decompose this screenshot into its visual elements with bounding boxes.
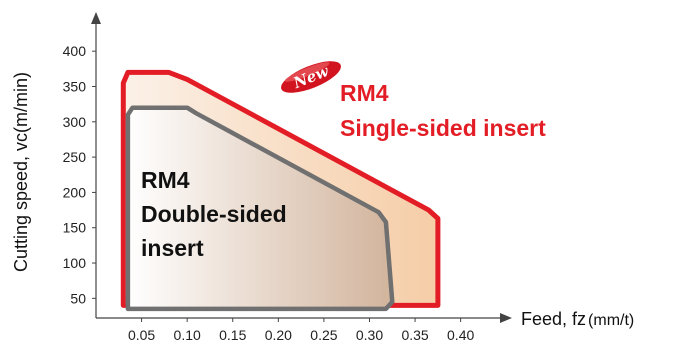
x-axis-title-main: Feed, fz [521, 309, 586, 329]
x-tick-label: 0.35 [401, 327, 428, 343]
new-badge: New [281, 61, 341, 93]
y-tick-label: 200 [63, 184, 87, 200]
y-tick-label: 350 [63, 78, 87, 94]
regions [120, 69, 441, 312]
x-axis-arrow-icon [500, 313, 512, 323]
double-sided-label-line2: Double-sided [141, 201, 287, 227]
double-sided-label: RM4 Double-sided insert [141, 167, 293, 261]
x-tick-label: 0.15 [219, 327, 246, 343]
axes [91, 12, 512, 323]
y-tick-labels: 50 100 150 200 250 300 350 400 [63, 43, 96, 306]
x-tick-labels: 0.05 0.10 0.15 0.20 0.25 0.30 0.35 0.40 [128, 318, 474, 343]
x-tick-label: 0.05 [128, 327, 155, 343]
single-sided-label-line2: Single-sided insert [340, 115, 546, 141]
double-sided-region [125, 105, 395, 312]
x-tick-label: 0.40 [447, 327, 474, 343]
y-tick-label: 150 [63, 220, 87, 236]
y-tick-label: 400 [63, 43, 87, 59]
x-axis-title-unit: (mm/t) [588, 312, 634, 329]
single-sided-label: RM4 Single-sided insert [340, 80, 546, 141]
single-sided-label-line1: RM4 [340, 80, 389, 106]
y-tick-label: 250 [63, 149, 87, 165]
x-tick-label: 0.20 [265, 327, 292, 343]
y-tick-label: 300 [63, 114, 87, 130]
new-badge-highlight [284, 62, 330, 82]
y-tick-label: 50 [70, 290, 86, 306]
new-badge-shape [281, 61, 341, 93]
double-sided-label-line3: insert [141, 235, 204, 261]
y-axis-arrow-icon [91, 12, 101, 24]
x-tick-label: 0.10 [174, 327, 201, 343]
double-sided-label-line1: RM4 [141, 167, 190, 193]
y-axis-title: Cutting speed, vc(m/min) [11, 72, 31, 272]
x-tick-label: 0.30 [356, 327, 383, 343]
x-tick-label: 0.25 [310, 327, 337, 343]
x-axis-title: Feed, fz (mm/t) [521, 309, 634, 329]
y-tick-label: 100 [63, 255, 87, 271]
